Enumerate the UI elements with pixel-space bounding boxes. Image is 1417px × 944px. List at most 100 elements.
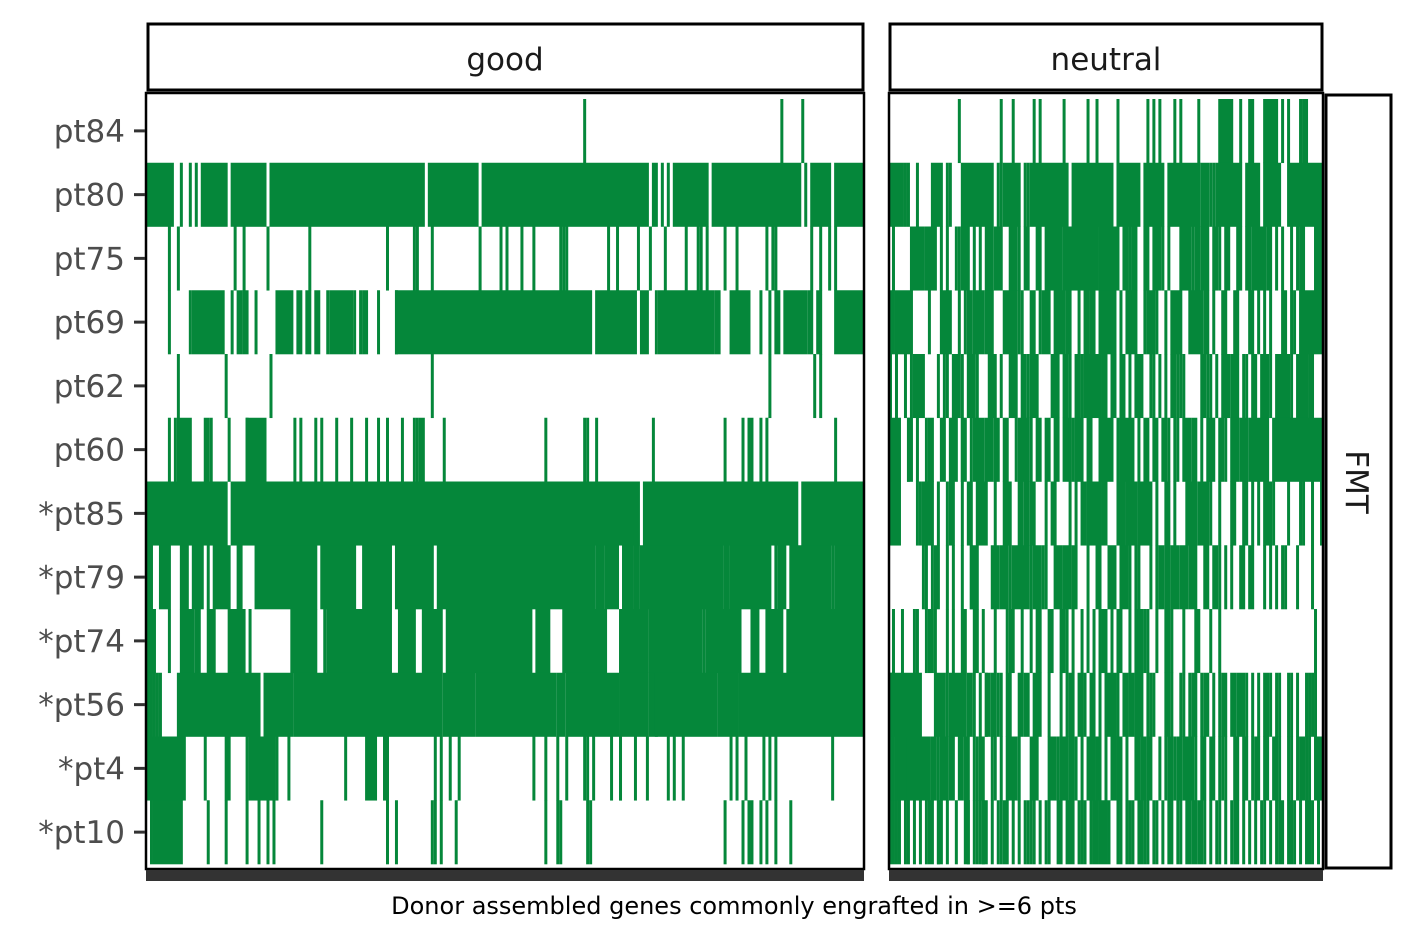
cell-neutral-star-pt74-28 (1110, 609, 1114, 674)
cell-good-star-pt56-6 (263, 672, 294, 737)
cell-neutral-star-pt85-31 (1209, 481, 1213, 546)
cell-neutral-star-pt56-45 (1236, 672, 1246, 737)
cell-good-star-pt56-4 (158, 672, 162, 737)
cell-neutral-pt69-41 (1293, 290, 1297, 355)
cell-good-pt60-10 (314, 417, 318, 482)
cell-neutral-star-pt74-34 (1155, 609, 1159, 674)
cell-neutral-star-pt85-33 (1230, 481, 1237, 546)
cell-good-pt75-30 (771, 226, 775, 291)
cell-neutral-star-pt10-16 (972, 800, 976, 865)
cell-neutral-star-pt10-15 (966, 800, 970, 865)
cell-neutral-star-pt85-1 (891, 481, 901, 546)
cell-neutral-star-pt74-9 (960, 609, 967, 674)
cell-neutral-star-pt85-22 (1101, 481, 1108, 546)
cell-neutral-star-pt74-12 (993, 609, 997, 674)
cell-good-star-pt56-12 (619, 672, 649, 737)
cell-neutral-star-pt56-23 (1089, 672, 1096, 737)
cell-neutral-star-pt10-38 (1083, 800, 1087, 865)
cell-good-star-pt79-12 (595, 545, 605, 610)
cell-neutral-star-pt10-3 (897, 800, 901, 865)
cell-good-star-pt4-10 (386, 736, 389, 801)
cell-neutral-pt62-46 (1260, 354, 1270, 419)
cell-neutral-star-pt10-46 (1125, 800, 1129, 865)
cell-neutral-star-pt10-50 (1143, 800, 1147, 865)
cell-good-pt60-3 (203, 417, 210, 482)
cell-neutral-pt60-24 (1086, 417, 1093, 482)
cell-neutral-star-pt85-5 (936, 481, 940, 546)
cell-neutral-pt62-17 (1029, 354, 1039, 419)
cell-neutral-star-pt4-54 (1272, 736, 1279, 801)
cell-neutral-star-pt74-23 (1086, 609, 1090, 674)
cell-good-pt80-10 (660, 162, 664, 227)
y-tick-label: *pt10 (38, 815, 125, 851)
cell-neutral-star-pt79-3 (933, 545, 940, 610)
cell-neutral-star-pt10-80 (1311, 800, 1315, 865)
cell-neutral-star-pt10-30 (1032, 800, 1036, 865)
cell-neutral-star-pt10-33 (1047, 800, 1051, 865)
cell-neutral-star-pt85-27 (1164, 481, 1171, 546)
cell-neutral-star-pt10-76 (1287, 800, 1294, 865)
cell-neutral-star-pt10-0 (889, 800, 892, 865)
cell-neutral-pt60-14 (1002, 417, 1009, 482)
cell-good-star-pt4-30 (729, 736, 733, 801)
cell-neutral-star-pt4-53 (1263, 736, 1270, 801)
cell-neutral-pt60-5 (927, 417, 934, 482)
cell-neutral-pt62-36 (1182, 354, 1186, 419)
cell-good-star-pt4-1 (203, 736, 207, 801)
cell-neutral-star-pt4-42 (1182, 736, 1195, 801)
cell-good-pt60-12 (335, 417, 339, 482)
cell-good-pt80-0 (147, 162, 174, 227)
cell-good-pt60-27 (723, 417, 727, 482)
cell-good-pt75-6 (386, 226, 389, 291)
cell-good-pt75-32 (810, 226, 814, 291)
cell-neutral-star-pt10-54 (1161, 800, 1165, 865)
cell-neutral-star-pt10-37 (1080, 800, 1084, 865)
cell-neutral-star-pt10-20 (981, 800, 988, 865)
cell-neutral-star-pt56-34 (1170, 672, 1174, 737)
cell-neutral-star-pt74-15 (1020, 609, 1024, 674)
cell-neutral-star-pt56-41 (1212, 672, 1216, 737)
cell-good-pt75-22 (663, 226, 667, 291)
cell-neutral-pt62-12 (987, 354, 997, 419)
cell-neutral-star-pt4-15 (978, 736, 985, 801)
cell-good-star-pt4-5 (275, 736, 279, 801)
cell-neutral-star-pt4-10 (948, 736, 955, 801)
strip-fmt (1324, 93, 1393, 870)
cell-neutral-star-pt10-62 (1209, 800, 1213, 865)
cell-neutral-pt75-25 (1167, 226, 1171, 291)
cell-neutral-star-pt74-10 (972, 609, 979, 674)
cell-neutral-pt62-41 (1221, 354, 1231, 419)
cell-good-pt80-11 (666, 162, 670, 227)
cell-neutral-pt62-16 (1026, 354, 1030, 419)
cell-neutral-star-pt79-5 (951, 545, 955, 610)
cell-neutral-star-pt4-30 (1104, 736, 1108, 801)
cell-good-pt69-3 (230, 290, 234, 355)
cell-neutral-star-pt56-55 (1296, 672, 1300, 737)
cell-neutral-star-pt4-4 (906, 736, 910, 801)
cell-neutral-star-pt10-47 (1128, 800, 1132, 865)
cell-neutral-pt84-3 (1032, 99, 1036, 164)
cell-neutral-star-pt85-41 (1302, 481, 1306, 546)
cell-good-pt75-5 (308, 226, 312, 291)
cell-good-pt80-15 (810, 162, 832, 227)
cell-neutral-star-pt10-72 (1263, 800, 1267, 865)
cell-neutral-pt84-11 (1158, 99, 1162, 164)
cell-neutral-star-pt85-18 (1068, 481, 1072, 546)
cell-good-pt80-9 (651, 162, 658, 227)
cell-neutral-star-pt10-29 (1029, 800, 1033, 865)
cell-neutral-star-pt56-31 (1149, 672, 1153, 737)
cell-neutral-pt80-4 (915, 162, 919, 227)
cell-neutral-star-pt56-21 (1077, 672, 1084, 737)
cell-neutral-star-pt56-37 (1188, 672, 1192, 737)
cell-neutral-pt75-0 (891, 226, 895, 291)
cell-good-star-pt4-8 (365, 736, 378, 801)
cell-good-pt75-24 (696, 226, 700, 291)
cell-neutral-pt69-42 (1299, 290, 1323, 355)
cell-neutral-star-pt4-13 (972, 736, 976, 801)
cell-neutral-star-pt79-12 (1011, 545, 1030, 610)
cell-good-star-pt56-10 (556, 672, 566, 737)
cell-good-pt69-7 (275, 290, 294, 355)
cell-good-star-pt85-1 (230, 481, 640, 546)
cell-neutral-pt84-22 (1302, 99, 1309, 164)
cell-good-pt62-6 (819, 354, 823, 419)
